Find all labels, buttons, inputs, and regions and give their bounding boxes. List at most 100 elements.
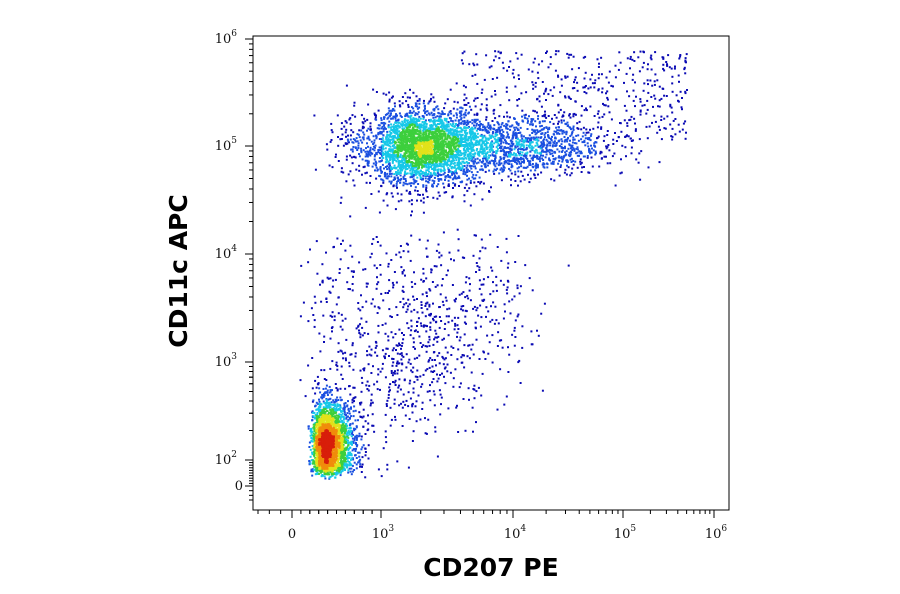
event-dot: [511, 333, 514, 336]
event-dot: [579, 158, 582, 161]
event-dot: [576, 151, 579, 154]
event-dot: [408, 128, 411, 131]
event-dot: [463, 354, 465, 357]
event-dot: [402, 285, 405, 288]
event-dot: [540, 124, 543, 127]
event-dot: [596, 126, 599, 129]
event-dot: [392, 126, 395, 128]
event-dot: [425, 130, 428, 133]
event-dot: [503, 151, 506, 154]
event-dot: [392, 141, 395, 143]
event-dot: [416, 190, 419, 192]
event-dot: [337, 136, 339, 138]
event-dot: [571, 87, 574, 90]
event-dot: [373, 139, 376, 142]
event-dot: [311, 357, 314, 359]
event-dot: [407, 243, 409, 246]
event-dot: [362, 122, 365, 125]
event-dot: [470, 139, 473, 142]
event-dot: [464, 111, 467, 114]
event-dot: [472, 144, 475, 147]
event-dot: [557, 50, 560, 53]
event-dot: [421, 408, 424, 410]
event-dot: [375, 166, 378, 169]
event-dot: [307, 320, 310, 323]
event-dot: [476, 306, 479, 309]
event-dot: [470, 348, 473, 351]
event-dot: [521, 109, 524, 112]
event-dot: [386, 177, 389, 180]
event-dot: [461, 152, 464, 155]
event-dot: [472, 62, 475, 65]
event-dot: [394, 126, 397, 129]
event-dot: [584, 144, 587, 147]
event-dot: [410, 114, 413, 117]
event-dot: [349, 393, 352, 396]
event-dot: [393, 398, 396, 401]
event-dot: [399, 114, 402, 117]
event-dot: [411, 403, 414, 406]
event-dot: [464, 151, 467, 154]
event-dot: [379, 132, 382, 135]
event-dot: [311, 470, 314, 473]
event-dot: [369, 128, 372, 131]
event-dot: [369, 256, 372, 259]
event-dot: [416, 176, 419, 179]
event-dot: [518, 162, 521, 165]
event-dot: [433, 182, 435, 185]
event-dot: [381, 146, 384, 149]
event-dot: [428, 359, 431, 362]
event-dot: [400, 165, 403, 168]
event-dot: [469, 299, 472, 302]
event-dot: [406, 160, 409, 162]
event-dot: [426, 196, 429, 198]
event-dot: [469, 204, 472, 207]
event-dot: [589, 105, 592, 108]
event-dot: [384, 322, 387, 325]
event-dot: [460, 305, 463, 308]
event-dot: [498, 163, 501, 166]
event-dot: [514, 319, 517, 322]
event-dot: [406, 172, 409, 175]
event-dot: [505, 154, 508, 157]
event-dot: [473, 127, 476, 130]
event-dot: [335, 408, 338, 411]
event-dot: [384, 332, 387, 335]
event-dot: [376, 168, 379, 171]
event-dot: [558, 150, 561, 153]
event-dot: [446, 154, 449, 157]
event-dot: [539, 125, 542, 128]
event-dot: [414, 170, 417, 173]
event-dot: [460, 154, 463, 157]
event-dot: [449, 123, 452, 126]
event-dot: [606, 134, 609, 136]
event-dot: [572, 147, 575, 150]
event-dot: [566, 140, 569, 143]
event-dot: [444, 322, 447, 325]
event-dot: [351, 398, 354, 401]
event-dot: [315, 240, 318, 243]
event-dot: [403, 174, 406, 177]
event-dot: [461, 62, 464, 65]
event-dot: [501, 168, 504, 171]
event-dot: [482, 182, 485, 185]
event-dot: [551, 135, 553, 138]
event-dot: [543, 138, 545, 141]
event-dot: [545, 149, 548, 151]
event-dot: [350, 148, 353, 151]
event-dot: [435, 315, 438, 318]
event-dot: [344, 425, 347, 428]
event-dot: [408, 200, 411, 203]
event-dot: [331, 311, 334, 314]
event-dot: [409, 164, 412, 167]
event-dot: [606, 162, 609, 165]
event-dot: [376, 283, 379, 286]
event-dot: [373, 149, 376, 152]
event-dot: [493, 163, 496, 166]
event-dot: [346, 456, 349, 459]
event-dot: [317, 403, 320, 406]
event-dot: [598, 165, 601, 168]
event-dot: [670, 67, 673, 70]
event-dot: [558, 159, 561, 162]
event-dot: [458, 161, 461, 164]
